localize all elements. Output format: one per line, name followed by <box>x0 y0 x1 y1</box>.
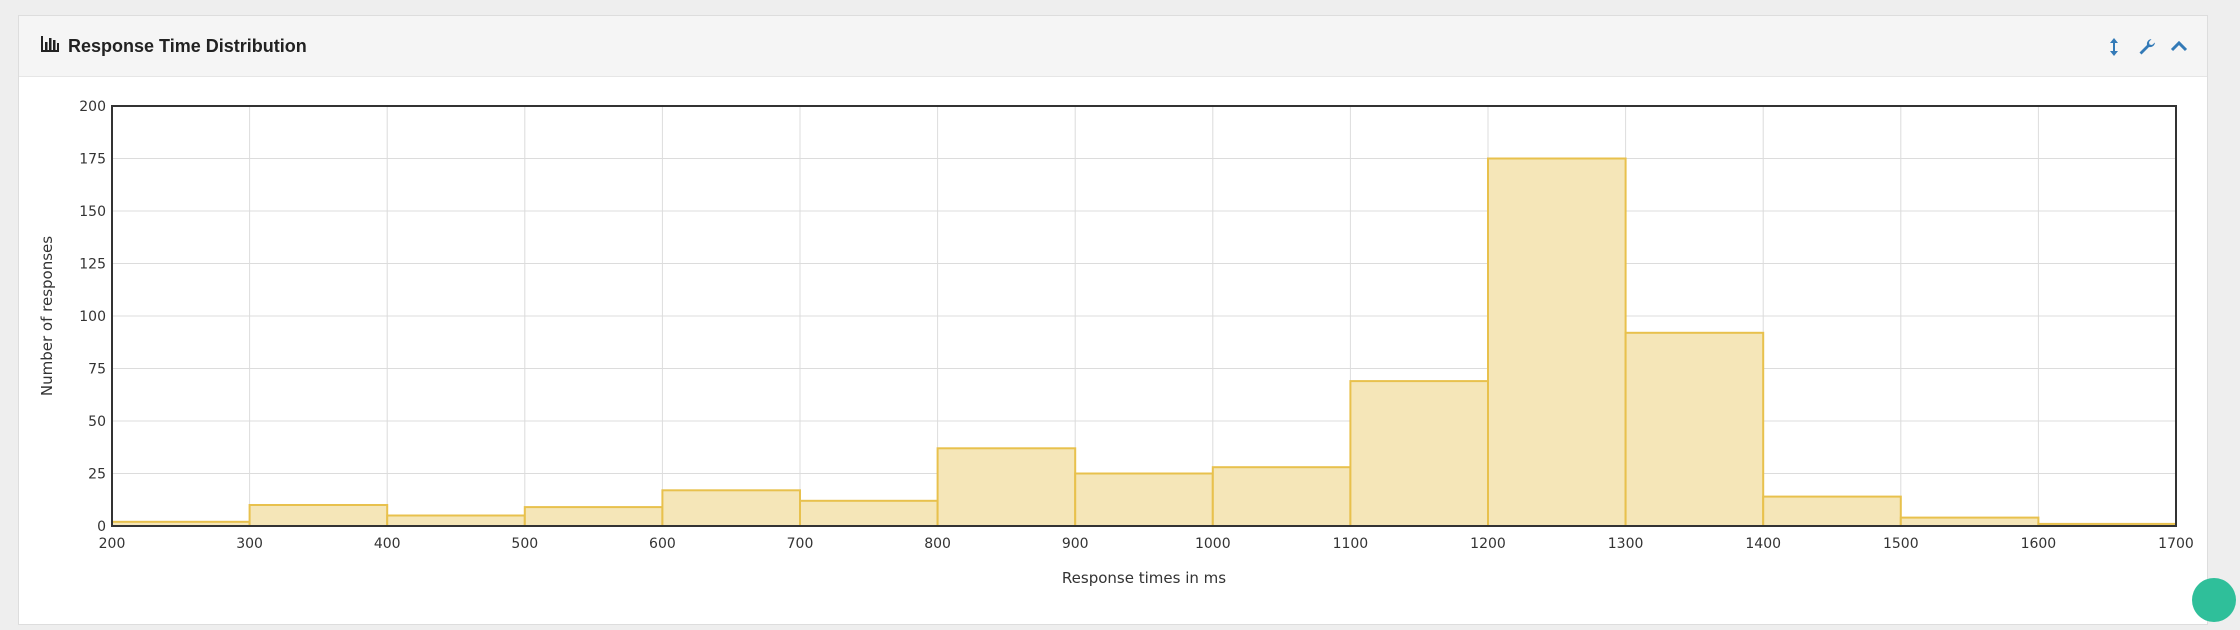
plot-frame <box>111 105 2177 527</box>
bar-chart-icon <box>40 16 60 76</box>
histogram-bar[interactable] <box>1487 157 1627 527</box>
y-tick-label: 100 <box>79 309 106 325</box>
wrench-icon[interactable] <box>2136 36 2158 58</box>
histogram-bar[interactable] <box>1899 516 2040 528</box>
y-tick-label: 25 <box>88 467 106 483</box>
bars <box>111 157 2178 528</box>
chart-panel: Response Time Distribution 0 25 50 75 100 125… <box>18 15 2208 625</box>
histogram-bar[interactable] <box>248 504 389 527</box>
histogram-bar[interactable] <box>523 506 664 528</box>
x-tick-label: 1200 <box>1470 536 1506 552</box>
histogram-bar[interactable] <box>1762 495 1902 528</box>
x-tick-label: 900 <box>1062 536 1089 552</box>
panel-heading: Response Time Distribution <box>19 16 2207 77</box>
floating-help-badge[interactable] <box>2192 578 2236 622</box>
y-tick-label: 0 <box>97 519 106 535</box>
x-tick-label: 1700 <box>2158 536 2194 552</box>
y-tick-label: 150 <box>79 204 106 220</box>
x-tick-label: 500 <box>511 536 538 552</box>
x-tick-label: 300 <box>236 536 263 552</box>
x-tick-label: 1300 <box>1608 536 1644 552</box>
x-tick-label: 1100 <box>1333 536 1369 552</box>
x-tick-label: 1600 <box>2021 536 2057 552</box>
grid-lines <box>111 105 2177 527</box>
histogram-chart: 0 25 50 75 100 125 150 175 200 200 300 400 500 600 70… <box>19 77 2207 630</box>
x-tick-label: 1400 <box>1745 536 1781 552</box>
histogram-bar[interactable] <box>1349 380 1490 527</box>
histogram-bar[interactable] <box>936 447 1077 527</box>
x-tick-label: 1000 <box>1195 536 1231 552</box>
y-tick-label: 175 <box>79 152 106 168</box>
x-axis-label: Response times in ms <box>1062 569 1226 587</box>
y-tick-label: 50 <box>88 414 106 430</box>
panel-title: Response Time Distribution <box>40 16 307 76</box>
y-tick-label: 200 <box>79 99 106 115</box>
chevron-up-icon[interactable] <box>2168 36 2190 58</box>
panel-title-text: Response Time Distribution <box>68 36 307 56</box>
x-tick-label: 400 <box>374 536 401 552</box>
histogram-bar[interactable] <box>1624 331 1765 527</box>
histogram-bar[interactable] <box>799 499 939 527</box>
x-tick-label: 200 <box>99 536 126 552</box>
x-tick-label: 1500 <box>1883 536 1919 552</box>
y-tick-labels: 0 25 50 75 100 125 150 175 200 <box>79 99 106 535</box>
y-tick-label: 125 <box>79 257 106 273</box>
y-axis-label: Number of responses <box>38 236 56 396</box>
histogram-bar[interactable] <box>386 514 526 527</box>
x-tick-label: 800 <box>924 536 951 552</box>
chart-svg: 0 25 50 75 100 125 150 175 200 200 300 400 500 600 70… <box>38 99 2194 587</box>
histogram-bar[interactable] <box>1074 472 1214 527</box>
x-tick-labels: 200 300 400 500 600 700 800 900 1000 1100 1200 1300… <box>99 536 2194 552</box>
resize-vertical-icon[interactable] <box>2103 36 2125 58</box>
x-tick-label: 600 <box>649 536 676 552</box>
histogram-bar[interactable] <box>661 489 802 527</box>
histogram-bar[interactable] <box>1211 466 1352 528</box>
y-tick-label: 75 <box>88 362 106 378</box>
x-tick-label: 700 <box>787 536 814 552</box>
